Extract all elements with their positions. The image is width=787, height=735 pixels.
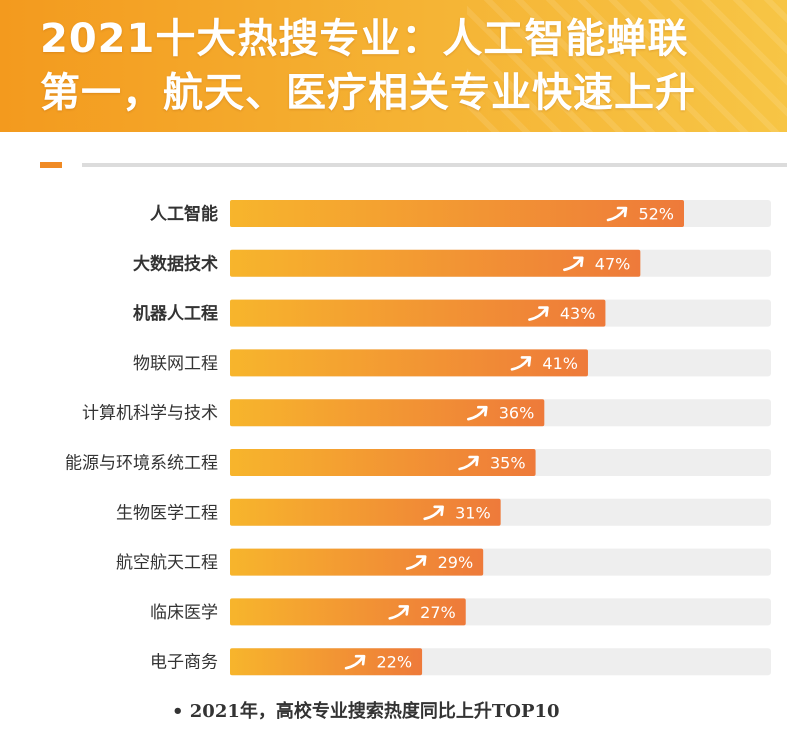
value-label: 47% (595, 254, 631, 273)
bar-1 (230, 200, 684, 227)
category-label: 物联网工程 (133, 354, 218, 374)
trend-up-icon (388, 605, 410, 620)
trend-up-icon (510, 356, 532, 371)
trend-up-icon (344, 654, 366, 670)
bar-2 (230, 249, 641, 277)
trend-up-icon (423, 505, 444, 521)
bar-chart: 人工智能 52% 大数据技术 47% 机器人工程 43% 物联网工程 41% 计算机科学与技术 3… (65, 200, 771, 676)
value-label: 36% (499, 404, 535, 423)
category-label: 航空航天工程 (116, 553, 218, 573)
category-label: 临床医学 (150, 603, 218, 623)
trend-up-icon (563, 256, 584, 272)
page-title-line-2: 第一，航天、医疗相关专业快速上升 (40, 70, 696, 116)
page-title-line-1: 2021十大热搜专业：人工智能蝉联 (40, 16, 689, 62)
trend-up-icon (528, 306, 549, 321)
bar-4 (230, 349, 588, 377)
category-label: 机器人工程 (133, 303, 218, 324)
category-label: 人工智能 (150, 204, 218, 225)
category-label: 电子商务 (150, 653, 218, 673)
trend-up-icon (467, 405, 488, 421)
trend-up-icon (606, 206, 628, 222)
section-divider (82, 163, 787, 167)
bar-3 (230, 299, 606, 327)
category-label: 计算机科学与技术 (82, 404, 218, 424)
category-label: 大数据技术 (133, 253, 218, 274)
footnote: • 2021年，高校专业搜索热度同比上升TOP10 (172, 701, 560, 722)
value-label: 43% (560, 304, 596, 323)
accent-dash (40, 162, 62, 168)
banner-decoration (467, 0, 787, 132)
value-label: 31% (455, 503, 491, 522)
value-label: 27% (420, 603, 456, 622)
header-banner: 2021十大热搜专业：人工智能蝉联 第一，航天、医疗相关专业快速上升 (0, 0, 787, 132)
value-label: 22% (377, 653, 413, 672)
category-label: 能源与环境系统工程 (65, 454, 218, 474)
value-label: 29% (438, 553, 474, 572)
bar-7 (230, 498, 501, 526)
trend-up-icon (458, 455, 479, 471)
value-label: 52% (638, 205, 674, 224)
category-label: 生物医学工程 (116, 503, 218, 523)
bar-10 (230, 648, 423, 676)
trend-up-icon (405, 555, 427, 570)
value-label: 35% (490, 454, 526, 473)
bar-5 (230, 399, 545, 427)
value-label: 41% (542, 354, 578, 373)
